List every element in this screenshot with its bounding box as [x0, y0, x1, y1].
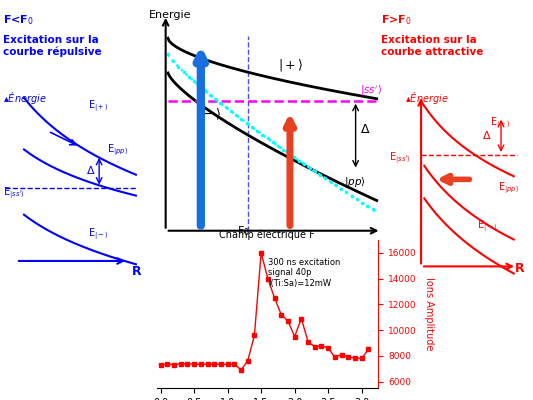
- Text: E$_{|ss^\prime\rangle}$: E$_{|ss^\prime\rangle}$: [389, 150, 410, 166]
- Y-axis label: Ions Amplitude: Ions Amplitude: [424, 277, 433, 351]
- Text: $\mathbf{R}$: $\mathbf{R}$: [131, 265, 142, 278]
- Text: F$_0$: F$_0$: [237, 224, 249, 238]
- Text: $\Delta$: $\Delta$: [482, 128, 491, 140]
- Text: E$_{|ss^\prime\rangle}$: E$_{|ss^\prime\rangle}$: [3, 186, 25, 202]
- Text: E$_{|+\rangle}$: E$_{|+\rangle}$: [490, 115, 511, 131]
- Text: $|pp\rangle$: $|pp\rangle$: [344, 175, 366, 189]
- Text: E$_{|-\rangle}$: E$_{|-\rangle}$: [477, 218, 498, 234]
- Text: Excitation sur la
courbe attractive: Excitation sur la courbe attractive: [381, 35, 483, 57]
- Text: $\Delta$: $\Delta$: [360, 123, 371, 136]
- Text: Energie: Energie: [149, 10, 192, 20]
- Text: Champ électrique F: Champ électrique F: [219, 230, 314, 240]
- Text: 300 ns excitation
signal 40p
I(Ti:Sa)=12mW: 300 ns excitation signal 40p I(Ti:Sa)=12…: [268, 258, 340, 288]
- Text: $|-\rangle$: $|-\rangle$: [196, 106, 222, 122]
- Text: $|+\rangle$: $|+\rangle$: [278, 57, 304, 73]
- Text: $\mathbf{R}$: $\mathbf{R}$: [514, 262, 525, 274]
- Text: F>F$_0$: F>F$_0$: [381, 14, 412, 27]
- Text: $\blacktriangle$Énergie: $\blacktriangle$Énergie: [405, 90, 449, 106]
- Text: Excitation sur la
courbe répulsive: Excitation sur la courbe répulsive: [3, 35, 102, 57]
- Text: E$_{|+\rangle}$: E$_{|+\rangle}$: [88, 99, 109, 114]
- Text: F<F$_0$: F<F$_0$: [3, 14, 34, 27]
- Text: $\blacktriangle$Énergie: $\blacktriangle$Énergie: [3, 90, 47, 106]
- Text: E$_{|pp\rangle}$: E$_{|pp\rangle}$: [107, 142, 128, 158]
- Text: E$_{|pp\rangle}$: E$_{|pp\rangle}$: [498, 180, 519, 196]
- Text: E$_{|-\rangle}$: E$_{|-\rangle}$: [88, 226, 109, 242]
- Text: $|ss^\prime\rangle$: $|ss^\prime\rangle$: [360, 84, 383, 98]
- Text: $\Delta$: $\Delta$: [86, 164, 96, 176]
